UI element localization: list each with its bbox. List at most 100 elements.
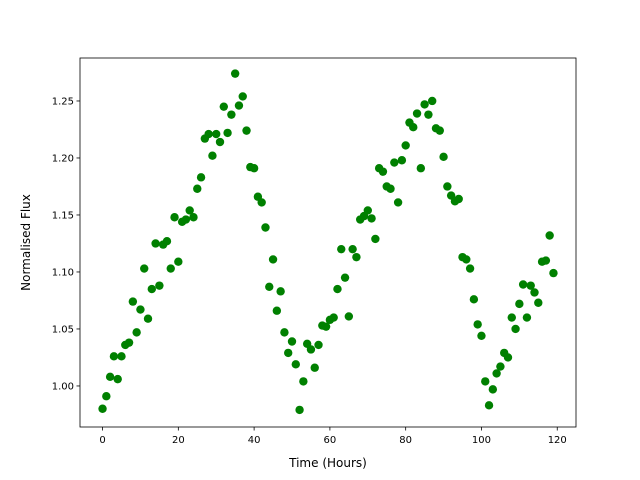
data-point	[249, 164, 259, 173]
data-point	[477, 331, 486, 341]
data-point	[151, 239, 160, 248]
data-point	[109, 352, 119, 361]
data-point	[280, 328, 289, 337]
data-point	[136, 305, 145, 314]
data-point	[541, 256, 551, 265]
data-point	[473, 320, 482, 329]
data-point	[484, 401, 494, 410]
data-point	[428, 96, 437, 106]
data-point	[401, 141, 410, 150]
data-point	[314, 340, 323, 350]
data-point	[393, 198, 403, 207]
data-point	[196, 173, 206, 182]
data-point	[230, 69, 240, 78]
data-point	[333, 284, 342, 294]
data-point	[227, 110, 236, 119]
data-point	[155, 281, 164, 290]
x-tick-label: 100	[472, 435, 491, 446]
y-tick-label: 1.05	[52, 324, 74, 335]
data-point	[329, 313, 338, 322]
data-point	[272, 306, 282, 315]
data-point	[212, 129, 221, 139]
data-point	[378, 167, 388, 176]
data-point	[348, 244, 357, 254]
data-point	[518, 280, 528, 289]
data-point	[397, 156, 407, 165]
data-point	[469, 295, 479, 304]
data-point	[284, 348, 293, 358]
data-point	[124, 338, 134, 347]
data-point	[299, 377, 308, 386]
data-point	[443, 182, 452, 191]
data-point	[170, 213, 179, 222]
data-point	[291, 360, 300, 369]
data-point	[367, 214, 376, 223]
data-point	[412, 109, 422, 118]
data-point	[454, 194, 463, 204]
data-point	[344, 312, 354, 321]
data-point	[128, 297, 138, 306]
x-axis-label: Time (Hours)	[288, 456, 367, 470]
data-point	[105, 372, 115, 382]
data-point	[238, 92, 247, 101]
data-point	[140, 264, 149, 273]
data-point	[181, 215, 191, 224]
data-point	[530, 288, 539, 297]
data-point	[98, 404, 107, 413]
y-tick-label: 1.10	[52, 267, 74, 278]
data-point	[162, 236, 172, 246]
data-point	[185, 206, 194, 215]
data-point	[234, 101, 244, 110]
plot-frame	[79, 57, 577, 428]
data-point	[257, 198, 266, 207]
data-point	[526, 281, 535, 290]
data-point	[147, 284, 157, 294]
data-point	[208, 151, 217, 160]
data-point	[189, 213, 198, 222]
data-point	[306, 345, 316, 354]
data-point	[242, 126, 251, 135]
data-point	[223, 128, 232, 138]
data-point	[390, 158, 399, 167]
y-tick-label: 1.00	[52, 381, 74, 392]
data-point	[261, 223, 270, 232]
data-point	[515, 299, 524, 309]
data-point	[424, 110, 433, 119]
y-tick-label: 1.25	[52, 96, 74, 107]
data-point	[193, 184, 202, 193]
data-point	[310, 363, 319, 372]
data-point	[496, 362, 505, 371]
data-point	[219, 102, 228, 111]
y-axis-label: Normalised Flux	[19, 194, 33, 291]
data-point	[166, 264, 175, 273]
data-point	[465, 264, 475, 273]
data-point	[352, 252, 361, 262]
data-point	[215, 137, 225, 147]
data-point	[132, 328, 141, 337]
data-point	[113, 374, 122, 384]
data-point	[340, 273, 350, 282]
data-point	[511, 324, 520, 334]
y-tick-label: 1.15	[52, 210, 74, 221]
data-point	[534, 298, 543, 307]
data-point	[416, 164, 426, 173]
data-point	[102, 392, 111, 401]
data-point	[371, 234, 380, 244]
data-point	[545, 231, 554, 240]
data-point	[363, 206, 372, 215]
x-tick-label: 80	[399, 435, 412, 446]
x-tick-label: 20	[172, 435, 185, 446]
y-tick-label: 1.20	[52, 153, 74, 164]
x-tick-label: 0	[99, 435, 105, 446]
data-point	[268, 255, 278, 264]
data-point	[488, 385, 498, 394]
data-point	[492, 369, 501, 378]
data-point	[143, 314, 153, 323]
data-point	[507, 313, 516, 322]
data-point	[174, 257, 183, 266]
x-tick-label: 60	[324, 435, 337, 446]
x-tick-label: 40	[248, 435, 261, 446]
data-point	[503, 353, 513, 362]
data-point	[481, 377, 490, 386]
